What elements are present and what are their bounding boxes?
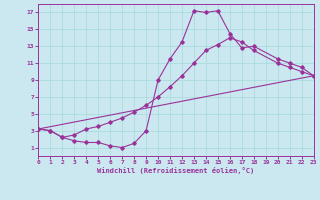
X-axis label: Windchill (Refroidissement éolien,°C): Windchill (Refroidissement éolien,°C) [97, 167, 255, 174]
